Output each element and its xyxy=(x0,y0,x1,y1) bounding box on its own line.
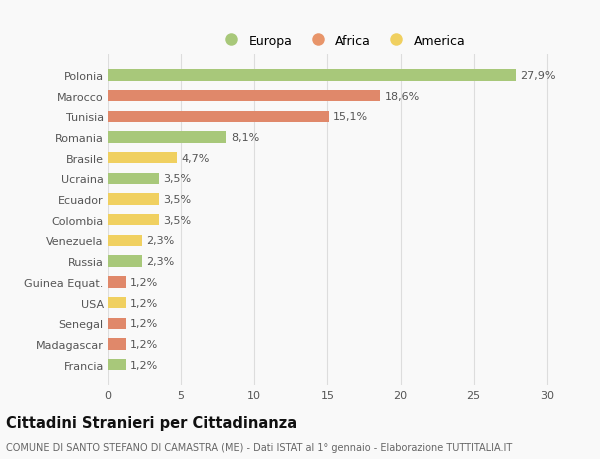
Bar xyxy=(108,174,159,185)
Text: 3,5%: 3,5% xyxy=(164,195,192,205)
Text: 4,7%: 4,7% xyxy=(181,153,209,163)
Text: 1,2%: 1,2% xyxy=(130,319,158,329)
Bar xyxy=(108,194,159,205)
Bar xyxy=(108,339,125,350)
Bar xyxy=(108,132,226,143)
Bar xyxy=(108,153,177,164)
Bar xyxy=(108,112,329,123)
Text: 3,5%: 3,5% xyxy=(164,215,192,225)
Bar xyxy=(108,70,516,81)
Bar xyxy=(108,277,125,288)
Text: 8,1%: 8,1% xyxy=(231,133,259,143)
Text: 15,1%: 15,1% xyxy=(333,112,368,122)
Text: 1,2%: 1,2% xyxy=(130,339,158,349)
Text: 27,9%: 27,9% xyxy=(520,71,556,81)
Bar xyxy=(108,91,380,102)
Text: 1,2%: 1,2% xyxy=(130,360,158,370)
Text: 2,3%: 2,3% xyxy=(146,236,174,246)
Text: 3,5%: 3,5% xyxy=(164,174,192,184)
Text: 1,2%: 1,2% xyxy=(130,277,158,287)
Bar xyxy=(108,215,159,226)
Bar xyxy=(108,318,125,329)
Text: 1,2%: 1,2% xyxy=(130,298,158,308)
Bar xyxy=(108,235,142,246)
Text: 18,6%: 18,6% xyxy=(385,91,419,101)
Legend: Europa, Africa, America: Europa, Africa, America xyxy=(212,28,472,54)
Bar xyxy=(108,297,125,308)
Bar xyxy=(108,256,142,267)
Text: COMUNE DI SANTO STEFANO DI CAMASTRA (ME) - Dati ISTAT al 1° gennaio - Elaborazio: COMUNE DI SANTO STEFANO DI CAMASTRA (ME)… xyxy=(6,442,512,452)
Bar xyxy=(108,359,125,370)
Text: 2,3%: 2,3% xyxy=(146,257,174,267)
Text: Cittadini Stranieri per Cittadinanza: Cittadini Stranieri per Cittadinanza xyxy=(6,415,297,431)
